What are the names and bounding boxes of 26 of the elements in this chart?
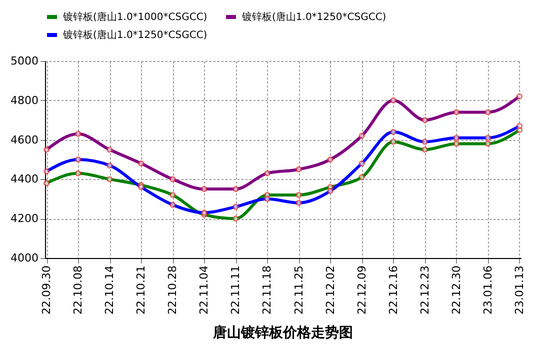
y-tick-label: 4400 xyxy=(10,172,38,186)
legend-label: 镀锌板(唐山1.0*1250*CSGCC) xyxy=(241,11,386,23)
text: 唐山镀锌板价格走势图 xyxy=(212,324,353,341)
x-tick-label: 22.10.21 xyxy=(134,266,148,314)
x-tick-label: 22.11.11 xyxy=(229,266,242,314)
legend-label: 镀锌板(唐山1.0*1000*CSGCC) xyxy=(62,11,208,23)
legend-label: 镀锌板(唐山1.0*1250*CSGCC) xyxy=(62,29,208,41)
x-tick-label: 23.01.06 xyxy=(481,266,494,314)
x-tick-label: 22.12.30 xyxy=(450,266,463,314)
x-tick-label: 22.10.14 xyxy=(103,266,116,314)
x-tick-label: 22.11.25 xyxy=(292,266,306,314)
y-tick-label: 4000 xyxy=(10,252,38,264)
x-tick-label: 22.12.02 xyxy=(324,266,337,314)
y-tick-label: 4600 xyxy=(10,133,38,146)
x-tick-label: 22.09.30 xyxy=(40,266,54,314)
x-tick-label: 22.11.18 xyxy=(260,266,274,314)
x-tick-label: 23.01.13 xyxy=(512,266,526,314)
y-tick-label: 4200 xyxy=(10,212,38,226)
x-tick-label: 22.11.04 xyxy=(198,266,211,314)
x-tick-label: 22.10.28 xyxy=(166,266,180,314)
y-tick-label: 5000 xyxy=(10,54,38,68)
x-tick-label: 22.10.08 xyxy=(72,266,85,314)
x-tick-label: 22.12.23 xyxy=(418,266,432,314)
y-tick-label: 4800 xyxy=(10,94,38,107)
x-tick-label: 22.12.09 xyxy=(355,266,368,314)
x-tick-label: 22.12.16 xyxy=(386,266,400,314)
